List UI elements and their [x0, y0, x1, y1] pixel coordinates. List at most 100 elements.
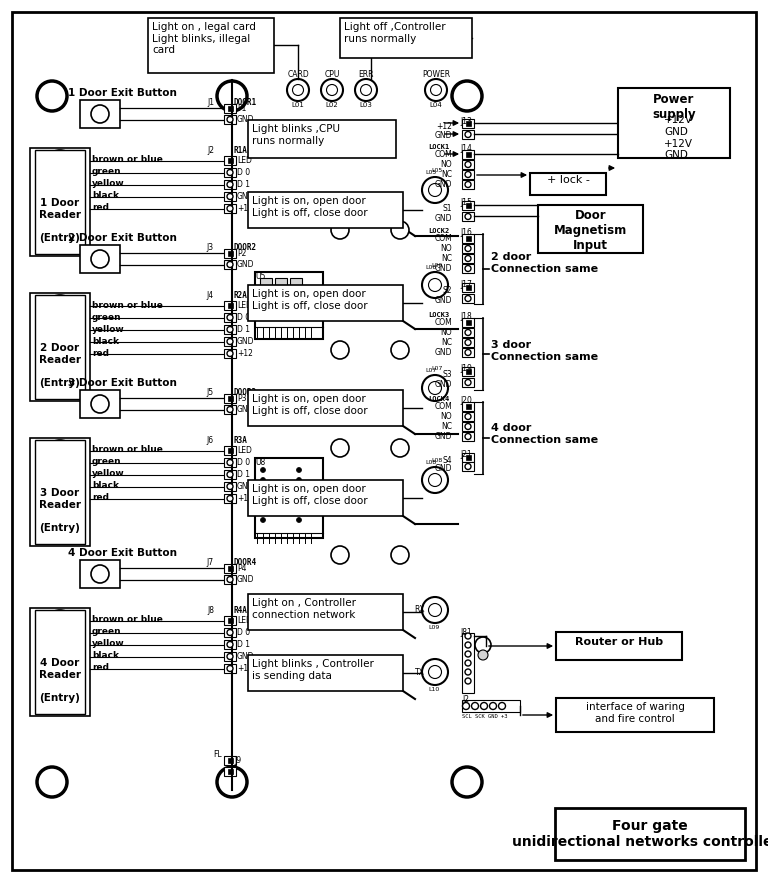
Text: Power
supply: Power supply — [652, 93, 696, 121]
Text: D 1: D 1 — [237, 180, 250, 189]
Text: +12: +12 — [237, 204, 253, 213]
Text: interface of waring
and fire control: interface of waring and fire control — [585, 702, 684, 723]
Bar — [538, 205, 643, 253]
Bar — [80, 245, 120, 273]
Bar — [248, 594, 403, 630]
Bar — [224, 405, 236, 414]
Text: S1: S1 — [442, 204, 452, 213]
Bar — [224, 652, 236, 661]
Text: NO: NO — [440, 160, 452, 169]
Text: brown or blue: brown or blue — [92, 446, 163, 455]
Bar — [224, 564, 236, 573]
Bar — [227, 566, 233, 571]
Text: R1A: R1A — [234, 146, 248, 155]
Bar — [465, 404, 471, 409]
Text: J14: J14 — [460, 144, 472, 153]
Circle shape — [422, 177, 448, 203]
Text: Light on , Controller
connection network: Light on , Controller connection network — [252, 598, 356, 620]
Circle shape — [227, 406, 233, 412]
Bar — [35, 295, 85, 399]
Bar — [255, 272, 323, 304]
Text: DOOR4: DOOR4 — [234, 558, 257, 567]
Circle shape — [465, 255, 471, 261]
Text: GND: GND — [435, 131, 452, 140]
Bar — [462, 180, 474, 189]
Bar — [465, 236, 471, 241]
Bar — [255, 304, 323, 339]
Circle shape — [91, 565, 109, 583]
Circle shape — [465, 642, 471, 648]
Bar — [227, 303, 233, 308]
Text: COM: COM — [434, 150, 452, 159]
Text: GND: GND — [435, 464, 452, 473]
Text: COM: COM — [434, 318, 452, 327]
Bar — [30, 293, 90, 401]
Text: TX: TX — [415, 668, 425, 677]
Text: 1 Door
Reader

(Entry): 1 Door Reader (Entry) — [39, 198, 81, 243]
Text: J2: J2 — [462, 695, 469, 704]
Bar — [462, 160, 474, 169]
Text: brown or blue: brown or blue — [92, 155, 163, 164]
Text: J20: J20 — [460, 396, 472, 405]
Text: J2: J2 — [207, 146, 214, 155]
Circle shape — [227, 630, 233, 636]
Circle shape — [422, 375, 448, 401]
Bar — [224, 446, 236, 455]
Circle shape — [227, 495, 233, 502]
Text: U8: U8 — [255, 458, 265, 467]
Text: GND: GND — [237, 652, 254, 661]
Text: yellow: yellow — [92, 470, 124, 479]
Text: DOOR1: DOOR1 — [234, 98, 257, 107]
Bar — [224, 104, 236, 113]
Bar — [462, 462, 474, 471]
Text: L08: L08 — [431, 458, 442, 463]
Text: J7: J7 — [207, 558, 214, 567]
Bar — [224, 313, 236, 322]
Text: +12: +12 — [237, 494, 253, 503]
Bar — [224, 156, 236, 165]
Circle shape — [260, 478, 266, 482]
Bar — [224, 168, 236, 177]
Text: GND: GND — [435, 214, 452, 223]
Circle shape — [465, 464, 471, 470]
Text: L06: L06 — [431, 263, 442, 268]
Circle shape — [227, 338, 233, 344]
Bar — [30, 608, 90, 716]
Circle shape — [498, 703, 505, 710]
Text: J3: J3 — [207, 243, 214, 252]
Circle shape — [331, 439, 349, 457]
Text: green: green — [92, 313, 121, 321]
Text: NC: NC — [441, 338, 452, 347]
Bar — [227, 618, 233, 623]
Bar — [462, 283, 474, 292]
Text: U5: U5 — [255, 272, 266, 281]
Text: RX: RX — [415, 605, 425, 614]
Circle shape — [475, 637, 491, 653]
Circle shape — [91, 250, 109, 268]
Text: LOCK1: LOCK1 — [428, 144, 449, 150]
Text: +12: +12 — [237, 349, 253, 358]
Text: L02: L02 — [326, 102, 339, 108]
Bar — [465, 152, 471, 157]
Text: black: black — [92, 336, 119, 345]
Circle shape — [391, 546, 409, 564]
Circle shape — [44, 610, 76, 642]
Circle shape — [260, 467, 266, 472]
Bar — [465, 369, 471, 374]
Bar — [290, 278, 302, 286]
Circle shape — [465, 350, 471, 356]
Circle shape — [465, 633, 471, 639]
Circle shape — [452, 81, 482, 111]
Circle shape — [293, 85, 303, 95]
Text: D 1: D 1 — [237, 640, 250, 649]
Circle shape — [478, 650, 488, 660]
Text: Light blinks , Controller
is sending data: Light blinks , Controller is sending dat… — [252, 659, 374, 681]
Circle shape — [465, 182, 471, 187]
Text: GND: GND — [664, 150, 688, 160]
Bar — [465, 203, 471, 208]
Bar — [260, 289, 274, 299]
Circle shape — [465, 339, 471, 345]
Text: 3 Door
Reader

(Entry): 3 Door Reader (Entry) — [39, 488, 81, 532]
Bar — [224, 664, 236, 673]
Text: Light is on, open door
Light is off, close door: Light is on, open door Light is off, clo… — [252, 289, 368, 311]
